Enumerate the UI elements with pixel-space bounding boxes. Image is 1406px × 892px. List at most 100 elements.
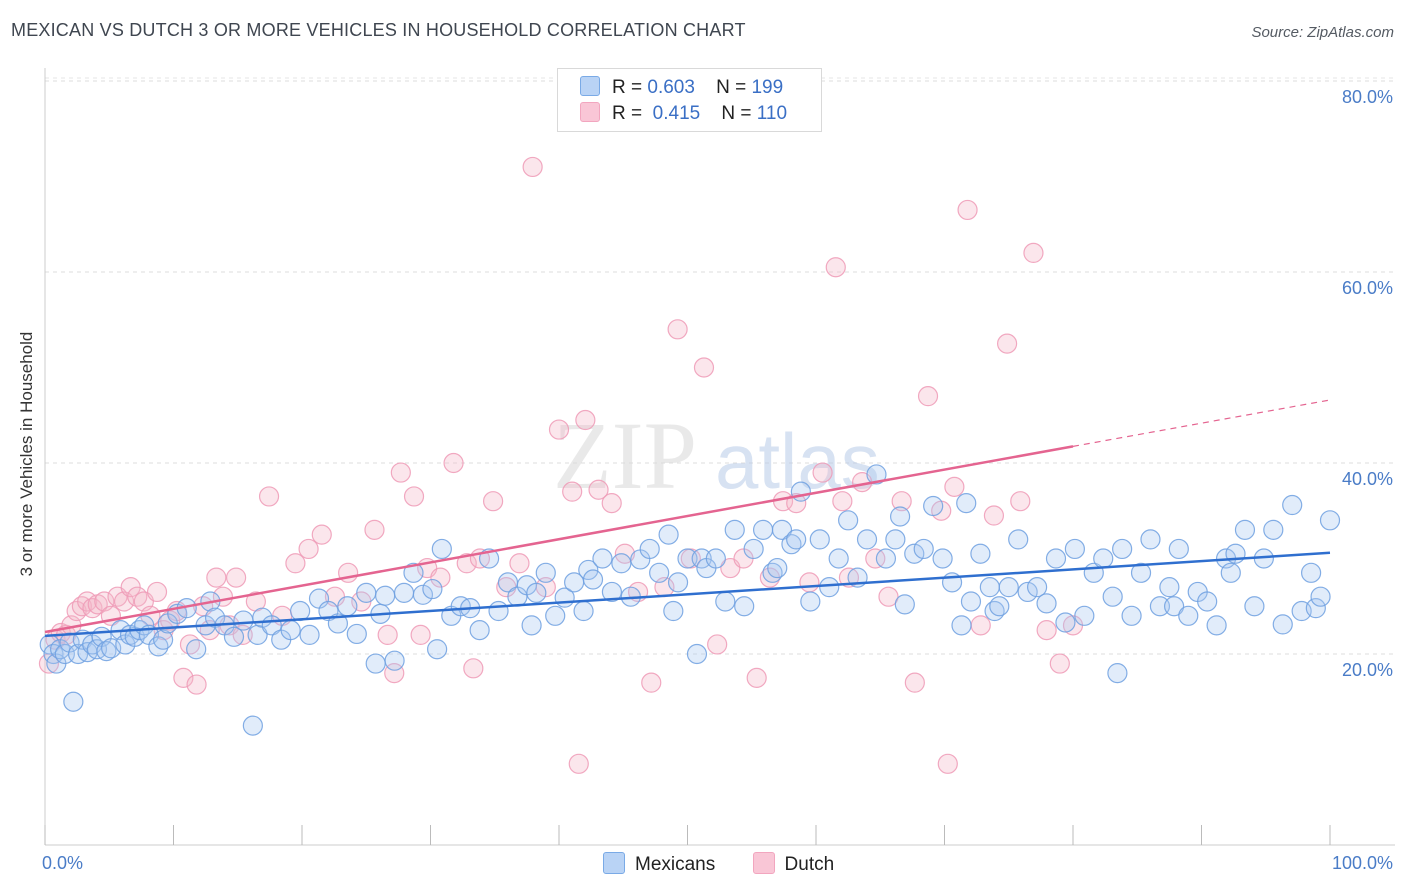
dutch-point [917,386,939,407]
mexican-point [521,615,542,636]
mexican-point [819,577,840,598]
mexican-point [327,613,349,634]
mexican-point [1197,591,1218,612]
legend-n-label: N = [716,77,747,98]
legend-label-mexicans: Mexicans [635,854,716,875]
mexican-point [1055,612,1076,633]
mexican-point [153,629,174,650]
mexican-point [488,600,509,622]
mexican-point [1140,529,1161,550]
mexican-point [356,582,377,603]
mexican-point [663,600,684,622]
y-axis-label: 3 or more Vehicles in Household [17,331,36,577]
dutch-point [463,658,484,679]
dutch-point [588,479,609,500]
mexican-point [1220,562,1241,583]
axes [44,68,1395,846]
dutch-point [377,624,398,646]
dutch-point [865,548,886,569]
legend-r-label: R = [612,103,643,124]
mexican-point [1107,662,1128,684]
watermark-atlas: atlas [715,417,880,505]
dutch-point [707,634,728,655]
mexican-point [1272,614,1293,635]
legend-n-value: 110 [756,103,788,124]
mexican-point [866,464,887,485]
correlation-legend: R = 0.603 N = 199 R = 0.415 N = 110 [557,68,822,132]
mexican-point [649,562,670,583]
dutch-point [509,553,530,574]
mexican-point [979,577,1000,598]
legend-r-value: 0.415 [652,103,701,124]
mexican-point [1168,538,1189,560]
mexican-point [904,543,925,564]
dutch-trend-extension [1072,399,1331,447]
dutch-swatch [752,852,775,874]
legend-row-mexicans: R = 0.603 N = 199 [580,76,783,100]
dutch-point [522,156,543,178]
mexican-point [1244,596,1265,617]
mexican-point [752,519,774,540]
mexican-point [365,653,386,674]
mexican-point [743,538,764,560]
mexicans-swatch [603,852,625,874]
mexican-point [734,596,755,617]
dutch-point [983,505,1005,526]
mexican-point [989,596,1010,617]
mexican-point [582,569,604,590]
mexican-point [1310,586,1331,607]
mexican-point [724,519,745,540]
mexican-point [1074,605,1095,626]
mexican-point [526,582,547,603]
mexican-point [715,591,736,612]
dutch-point [364,519,385,540]
mexican-point [1017,581,1038,603]
dutch-point [799,572,820,593]
mexican-point [677,548,698,569]
mexican-point [1064,538,1085,560]
mexican-point [956,493,977,514]
mexican-point [573,600,594,622]
dutch-point [456,553,477,574]
mexican-point [592,548,613,569]
dutch-point [173,667,194,688]
watermark-zip: ZIP [553,402,697,509]
mexican-point [800,591,821,612]
dutch-point [575,409,596,431]
dutch-point [746,667,767,688]
dutch-point [548,419,570,440]
dutch-point [891,491,912,512]
mexican-point [578,559,599,581]
mexican-point [809,529,830,550]
mexican-point [1282,494,1303,516]
mexican-point [1036,593,1057,614]
dutch-point [568,753,589,774]
mexican-point [686,643,708,665]
mexican-point [951,615,972,636]
mexican-point [403,562,424,583]
trend-lines [44,399,1331,638]
mexican-point [611,553,632,574]
dutch-point [957,199,978,221]
mexican-point [767,557,788,579]
dutch-point [601,493,622,514]
mexican-point [875,548,897,569]
dutch-point [878,586,899,607]
dutch-point [206,567,227,588]
dutch-point [1036,620,1057,641]
mexican-point [1093,548,1114,569]
mexican-point [894,594,915,615]
dutch-point [825,257,846,278]
mexican-point [970,543,991,564]
mexican-point [691,548,712,569]
mexicans-swatch [580,76,600,96]
mexican-point [913,538,934,560]
dutch-point [693,357,715,378]
dutch-point [226,567,247,588]
dutch-trend-line [44,445,1074,634]
mexican-point [771,519,793,540]
mexican-point [422,578,443,600]
mexican-point [639,538,660,560]
mexican-point [280,620,301,641]
